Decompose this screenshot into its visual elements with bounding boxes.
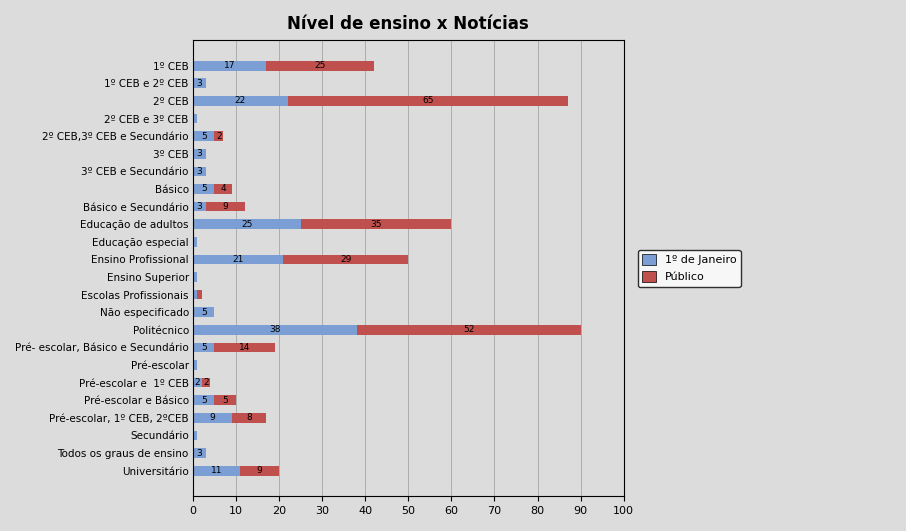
Bar [266, 61, 374, 71]
Bar [198, 290, 201, 299]
Text: 3: 3 [197, 79, 202, 88]
Bar [193, 360, 198, 370]
Text: 52: 52 [463, 326, 475, 335]
Text: 35: 35 [371, 220, 381, 229]
Bar [193, 413, 232, 423]
Text: 3: 3 [197, 167, 202, 176]
Text: 3: 3 [197, 449, 202, 458]
Text: 3: 3 [197, 149, 202, 158]
Bar [193, 272, 198, 282]
Text: 3: 3 [197, 202, 202, 211]
Text: 65: 65 [422, 97, 433, 106]
Bar [240, 466, 279, 476]
Bar [201, 378, 210, 388]
Bar [193, 325, 357, 335]
Text: 5: 5 [201, 396, 207, 405]
Bar [301, 219, 451, 229]
Text: 5: 5 [201, 343, 207, 352]
Text: 38: 38 [269, 326, 281, 335]
Bar [288, 96, 568, 106]
Text: 2: 2 [216, 132, 222, 141]
Bar [193, 167, 206, 176]
Text: 2: 2 [195, 378, 200, 387]
Bar [215, 184, 232, 194]
Text: 9: 9 [209, 413, 216, 422]
Text: 9: 9 [222, 202, 228, 211]
Bar [284, 254, 409, 264]
Text: 4: 4 [220, 184, 226, 193]
Bar [193, 290, 198, 299]
Bar [215, 131, 223, 141]
Text: 21: 21 [233, 255, 244, 264]
Bar [215, 396, 236, 405]
Bar [193, 114, 198, 123]
Bar [193, 307, 215, 317]
Bar [193, 131, 215, 141]
Text: 29: 29 [340, 255, 352, 264]
Bar [215, 342, 275, 352]
Bar [193, 466, 240, 476]
Bar [193, 202, 206, 211]
Bar [193, 448, 206, 458]
Bar [193, 96, 288, 106]
Bar [193, 378, 201, 388]
Text: 25: 25 [314, 61, 325, 70]
Text: 5: 5 [201, 184, 207, 193]
Bar [193, 396, 215, 405]
Text: 8: 8 [246, 413, 252, 422]
Text: 11: 11 [211, 466, 222, 475]
Text: 14: 14 [239, 343, 250, 352]
Legend: 1º de Janeiro, Público: 1º de Janeiro, Público [638, 250, 740, 287]
Text: 22: 22 [235, 97, 246, 106]
Text: 5: 5 [201, 132, 207, 141]
Bar [193, 219, 301, 229]
Bar [357, 325, 581, 335]
Bar [193, 237, 198, 246]
Bar [193, 342, 215, 352]
Text: 17: 17 [224, 61, 236, 70]
Text: 5: 5 [201, 308, 207, 316]
Text: 2: 2 [203, 378, 208, 387]
Bar [193, 254, 284, 264]
Bar [193, 61, 266, 71]
Bar [232, 413, 266, 423]
Bar [193, 149, 206, 159]
Title: Nível de ensino x Notícias: Nível de ensino x Notícias [287, 15, 529, 33]
Text: 25: 25 [241, 220, 253, 229]
Bar [206, 202, 245, 211]
Bar [193, 79, 206, 88]
Text: 5: 5 [222, 396, 228, 405]
Text: 9: 9 [256, 466, 263, 475]
Bar [193, 431, 198, 440]
Bar [193, 184, 215, 194]
